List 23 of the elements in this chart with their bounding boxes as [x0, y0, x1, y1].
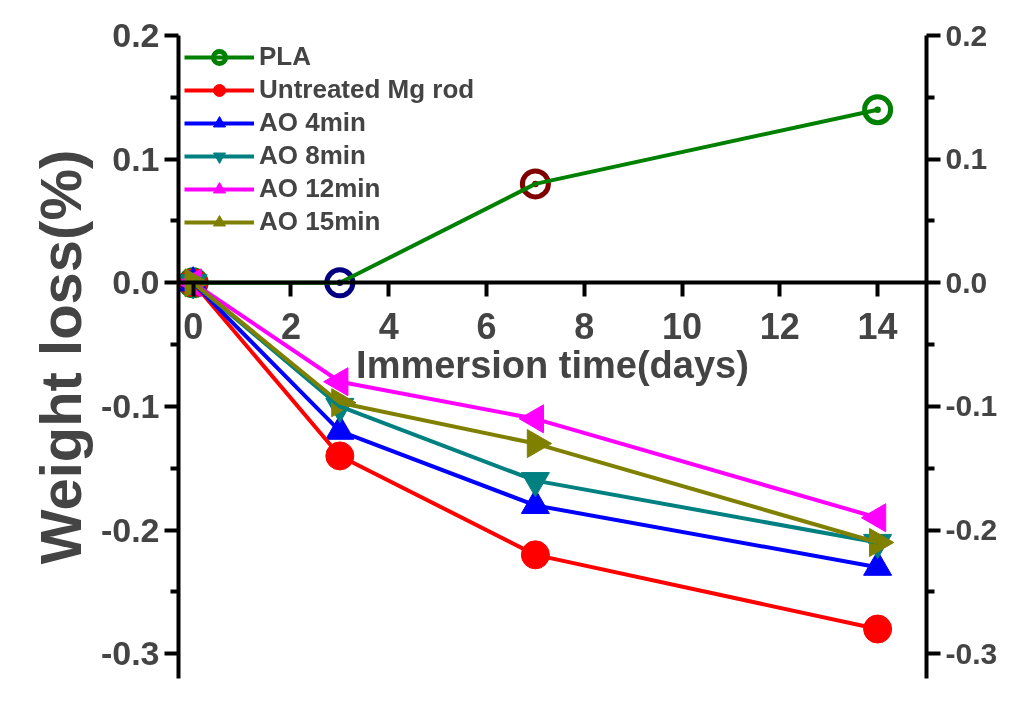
x-tick-label: 0 [183, 305, 204, 347]
y-tick-label: -0.2 [100, 510, 160, 549]
y2-tick-label: 0.0 [945, 265, 988, 299]
legend-label: PLA [259, 41, 311, 72]
x-tick-label: 12 [759, 305, 800, 347]
y-tick-label: -0.3 [100, 634, 160, 673]
y-tick-label: -0.1 [100, 386, 160, 425]
y2-tick-label: 0.2 [945, 18, 988, 52]
x-tick-label: 2 [280, 305, 301, 347]
legend-label: Untreated Mg rod [259, 74, 475, 105]
legend-label: AO 12min [259, 173, 381, 204]
y-tick-label: 0.2 [112, 16, 160, 54]
y-axis-title: Weight loss(%) [27, 149, 93, 565]
y-tick-label: 0.0 [112, 263, 160, 302]
x-tick-label: 14 [857, 305, 898, 347]
legend-label: AO 15min [259, 206, 381, 237]
y2-tick-label: -0.2 [945, 513, 998, 547]
y2-tick-label: -0.3 [945, 636, 998, 670]
legend-label: AO 8min [259, 140, 366, 171]
legend-label: AO 4min [259, 107, 366, 138]
y2-tick-label: -0.1 [945, 389, 998, 423]
y2-tick-label: 0.1 [945, 142, 988, 176]
y-tick-label: 0.1 [112, 139, 160, 178]
